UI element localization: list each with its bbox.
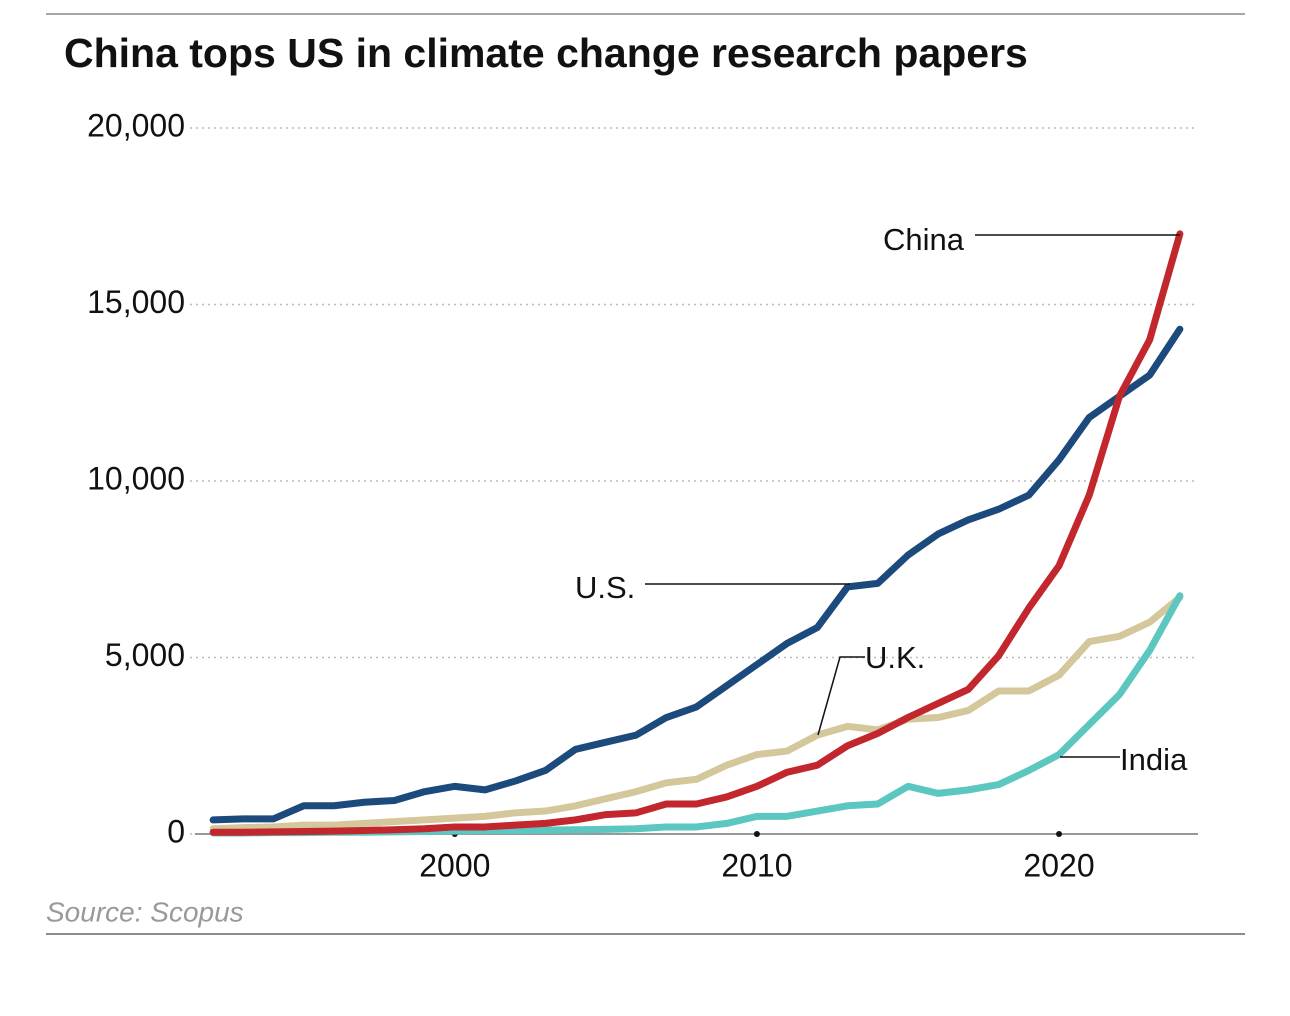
x-tick-label: 2010 <box>721 847 792 883</box>
y-tick-label: 10,000 <box>87 460 185 496</box>
x-tick-label: 2020 <box>1023 847 1094 883</box>
series-line <box>209 593 1184 833</box>
leader-line <box>817 656 865 736</box>
x-tick <box>1056 831 1063 837</box>
series-label: China <box>883 222 965 257</box>
series-line <box>209 592 1184 837</box>
chart-title: China tops US in climate change research… <box>64 30 1028 76</box>
y-tick-label: 15,000 <box>87 284 185 320</box>
series-label: U.K. <box>865 640 925 675</box>
source: Source: Scopus <box>46 896 244 927</box>
y-tick-label: 5,000 <box>105 637 185 673</box>
series-line <box>209 325 1184 824</box>
y-tick-label: 0 <box>167 813 185 849</box>
series-line <box>209 230 1184 836</box>
x-tick <box>753 831 760 837</box>
y-tick-label: 20,000 <box>87 107 185 143</box>
x-tick-label: 2000 <box>419 847 490 883</box>
series-label: India <box>1120 742 1188 777</box>
series-label: U.S. <box>575 570 635 605</box>
